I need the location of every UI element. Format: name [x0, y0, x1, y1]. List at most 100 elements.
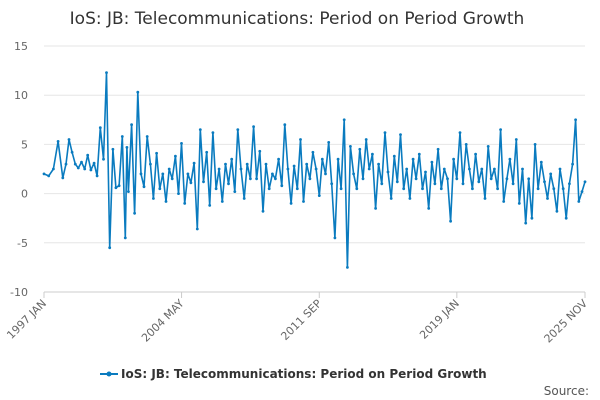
data-point[interactable] — [224, 162, 227, 166]
data-point[interactable] — [511, 182, 515, 186]
data-point[interactable] — [149, 162, 152, 166]
data-point[interactable] — [130, 123, 134, 127]
data-point[interactable] — [167, 167, 171, 171]
data-point[interactable] — [233, 190, 237, 194]
data-point[interactable] — [395, 180, 399, 184]
data-point[interactable] — [530, 216, 534, 220]
data-point[interactable] — [126, 190, 130, 194]
data-point[interactable] — [308, 177, 312, 181]
data-point[interactable] — [449, 219, 452, 223]
data-point[interactable] — [98, 126, 102, 130]
data-point[interactable] — [508, 157, 512, 161]
data-point[interactable] — [468, 167, 471, 171]
data-point[interactable] — [267, 187, 271, 191]
data-point[interactable] — [380, 182, 384, 186]
data-point[interactable] — [186, 172, 190, 176]
data-point[interactable] — [549, 172, 553, 176]
data-point[interactable] — [446, 177, 449, 181]
data-point[interactable] — [252, 125, 256, 129]
data-point[interactable] — [42, 172, 46, 176]
data-point[interactable] — [86, 153, 90, 157]
data-point[interactable] — [383, 131, 387, 135]
data-point[interactable] — [56, 140, 60, 143]
data-point[interactable] — [493, 167, 496, 171]
data-point[interactable] — [377, 162, 380, 166]
data-point[interactable] — [558, 167, 562, 171]
data-point[interactable] — [374, 207, 377, 210]
data-point[interactable] — [105, 71, 108, 74]
data-point[interactable] — [583, 180, 587, 184]
data-point[interactable] — [324, 172, 327, 176]
data-point[interactable] — [386, 170, 390, 174]
data-point[interactable] — [524, 221, 528, 225]
data-point[interactable] — [421, 187, 424, 191]
data-point[interactable] — [474, 152, 477, 156]
data-point[interactable] — [405, 167, 409, 171]
data-point[interactable] — [295, 187, 299, 191]
data-point[interactable] — [83, 167, 87, 171]
data-point[interactable] — [189, 181, 193, 185]
data-point[interactable] — [170, 177, 174, 181]
data-point[interactable] — [433, 182, 437, 186]
data-point[interactable] — [108, 246, 112, 250]
data-point[interactable] — [289, 202, 293, 205]
data-point[interactable] — [125, 146, 129, 149]
data-point[interactable] — [577, 200, 581, 203]
data-point[interactable] — [271, 172, 274, 176]
data-point[interactable] — [92, 161, 96, 165]
data-point[interactable] — [214, 187, 218, 191]
data-point[interactable] — [161, 172, 165, 176]
data-point[interactable] — [195, 227, 199, 231]
data-point[interactable] — [442, 167, 446, 171]
data-point[interactable] — [389, 197, 393, 200]
data-point[interactable] — [145, 135, 149, 138]
data-point[interactable] — [414, 177, 418, 181]
data-point[interactable] — [517, 202, 521, 205]
data-point[interactable] — [114, 186, 118, 190]
data-point[interactable] — [227, 182, 230, 186]
data-point[interactable] — [364, 138, 368, 141]
data-point[interactable] — [158, 187, 162, 191]
data-point[interactable] — [286, 167, 290, 171]
data-point[interactable] — [245, 162, 249, 166]
data-point[interactable] — [483, 197, 487, 200]
data-point[interactable] — [102, 157, 105, 161]
data-point[interactable] — [346, 266, 349, 269]
data-point[interactable] — [355, 187, 359, 191]
data-point[interactable] — [76, 166, 80, 170]
data-point[interactable] — [392, 154, 396, 158]
data-point[interactable] — [61, 176, 65, 180]
data-point[interactable] — [80, 160, 83, 164]
data-point[interactable] — [274, 177, 277, 181]
data-point[interactable] — [123, 236, 127, 240]
data-point[interactable] — [505, 177, 509, 181]
data-point[interactable] — [452, 157, 455, 161]
data-point[interactable] — [136, 90, 140, 94]
data-point[interactable] — [255, 177, 258, 181]
data-point[interactable] — [261, 209, 265, 213]
data-point[interactable] — [489, 177, 493, 181]
data-point[interactable] — [64, 162, 68, 166]
data-point[interactable] — [571, 162, 574, 166]
data-point[interactable] — [311, 150, 315, 154]
data-point[interactable] — [249, 177, 252, 181]
data-point[interactable] — [205, 150, 209, 154]
data-point[interactable] — [408, 197, 412, 200]
data-point[interactable] — [342, 118, 346, 122]
data-point[interactable] — [361, 177, 365, 181]
data-point[interactable] — [47, 174, 51, 178]
data-point[interactable] — [133, 211, 137, 215]
data-point[interactable] — [202, 180, 205, 184]
data-point[interactable] — [320, 157, 324, 161]
data-point[interactable] — [536, 187, 540, 191]
data-point[interactable] — [139, 172, 143, 176]
data-point[interactable] — [417, 152, 421, 156]
data-point[interactable] — [464, 143, 468, 146]
data-point[interactable] — [371, 152, 374, 156]
legend[interactable]: IoS: JB: Telecommunications: Period on P… — [100, 367, 487, 381]
data-point[interactable] — [95, 174, 99, 178]
data-point[interactable] — [333, 236, 337, 240]
data-point[interactable] — [427, 207, 431, 210]
data-point[interactable] — [564, 216, 568, 220]
data-point[interactable] — [499, 128, 502, 132]
